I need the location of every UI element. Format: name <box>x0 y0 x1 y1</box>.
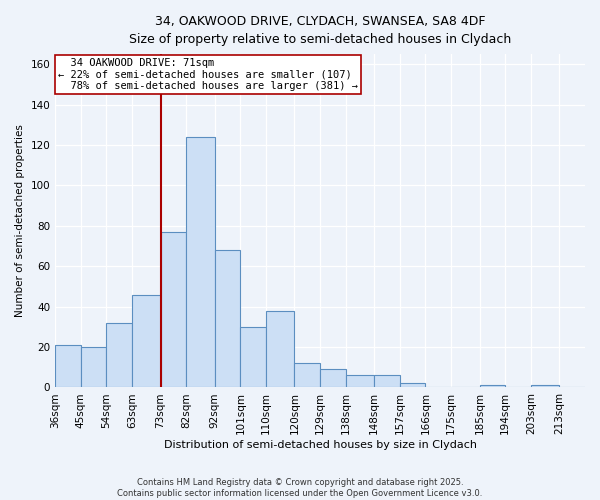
Bar <box>531 386 559 388</box>
Bar <box>132 294 161 388</box>
Bar <box>320 370 346 388</box>
Bar <box>215 250 241 388</box>
Bar <box>400 384 425 388</box>
Bar <box>186 137 215 388</box>
Bar <box>479 386 505 388</box>
Text: Contains HM Land Registry data © Crown copyright and database right 2025.
Contai: Contains HM Land Registry data © Crown c… <box>118 478 482 498</box>
Bar <box>55 345 81 388</box>
Bar <box>81 347 106 388</box>
Bar <box>106 323 132 388</box>
Bar <box>346 376 374 388</box>
X-axis label: Distribution of semi-detached houses by size in Clydach: Distribution of semi-detached houses by … <box>164 440 476 450</box>
Bar <box>295 363 320 388</box>
Title: 34, OAKWOOD DRIVE, CLYDACH, SWANSEA, SA8 4DF
Size of property relative to semi-d: 34, OAKWOOD DRIVE, CLYDACH, SWANSEA, SA8… <box>129 15 511 46</box>
Y-axis label: Number of semi-detached properties: Number of semi-detached properties <box>15 124 25 317</box>
Bar <box>266 310 295 388</box>
Bar <box>374 376 400 388</box>
Bar <box>241 327 266 388</box>
Text: 34 OAKWOOD DRIVE: 71sqm
← 22% of semi-detached houses are smaller (107)
  78% of: 34 OAKWOOD DRIVE: 71sqm ← 22% of semi-de… <box>58 58 358 92</box>
Bar <box>161 232 186 388</box>
